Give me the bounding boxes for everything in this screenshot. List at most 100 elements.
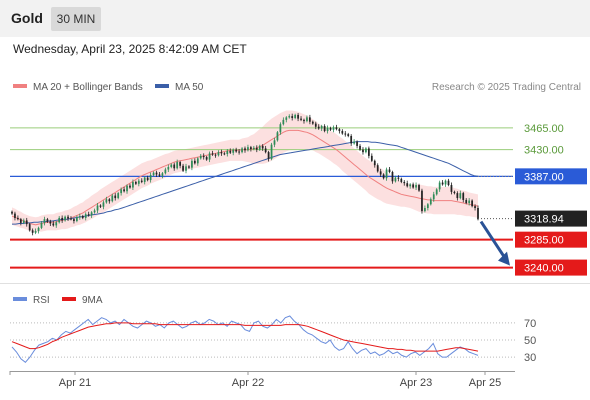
candle [40, 222, 43, 228]
candle [276, 132, 279, 141]
candle [412, 184, 414, 188]
candle [238, 151, 240, 153]
candle [406, 183, 409, 187]
level-label-3387.00: 3387.00 [524, 171, 564, 183]
candle [55, 222, 58, 226]
candle [96, 205, 99, 211]
candle [247, 147, 249, 151]
rsi-line [11, 315, 479, 363]
level-tag-3240.00 [515, 259, 587, 276]
candle [73, 219, 75, 222]
candle [114, 195, 117, 199]
candle [370, 155, 373, 161]
candle [300, 118, 302, 120]
candle [362, 149, 364, 153]
rsi-legend-swatch [13, 297, 27, 301]
candle [217, 152, 220, 156]
candle [14, 213, 16, 218]
candle [400, 178, 403, 182]
candle [294, 114, 297, 118]
x-axis: Apr 21 Apr 22 Apr 23 Apr 25 [9, 371, 515, 389]
candle [311, 121, 314, 124]
candle [477, 208, 479, 220]
candle [350, 136, 353, 144]
candle [359, 145, 361, 150]
candle [288, 116, 291, 118]
candle [379, 171, 382, 175]
header-bar: Gold 30 MIN [0, 0, 590, 37]
candle [385, 169, 388, 179]
candle [444, 180, 447, 185]
bollinger-legend-swatch [13, 84, 27, 88]
rsi-legend-label: RSI [33, 295, 50, 306]
legend-bollinger: MA 20 + Bollinger Bands [13, 82, 143, 93]
candle [220, 152, 223, 154]
candle [255, 147, 258, 150]
candle [99, 205, 102, 207]
candle [235, 149, 238, 152]
legend-rsi: RSI 9MA [13, 295, 103, 306]
candle [146, 177, 149, 181]
candle [353, 141, 356, 144]
candle [132, 181, 134, 188]
candle [188, 166, 190, 168]
level-label-3465.00: 3465.00 [524, 123, 564, 135]
candle [232, 149, 235, 153]
last-price-tag [515, 210, 587, 227]
candle [229, 150, 232, 153]
candle [105, 199, 108, 203]
candle [31, 230, 34, 233]
candle [155, 172, 158, 175]
candle [426, 204, 429, 208]
candle [152, 172, 155, 176]
x-tick-label: Apr 23 [400, 377, 432, 389]
forecast-arrow-shaft [479, 220, 508, 261]
candle [199, 155, 202, 159]
rsi-tick-70: 70 [524, 318, 536, 330]
candle [67, 216, 69, 219]
candle [367, 148, 370, 156]
ma50-legend-label: MA 50 [175, 82, 204, 93]
candle [453, 191, 456, 194]
last-price-label: 3318.94 [524, 214, 564, 226]
candle [102, 202, 105, 207]
candle [93, 210, 96, 213]
candle [46, 219, 49, 222]
candle [344, 133, 347, 135]
level-label-3285.00: 3285.00 [524, 235, 564, 247]
candle [394, 177, 397, 182]
timeframe-badge[interactable]: 30 MIN [51, 7, 101, 31]
candle [468, 200, 471, 204]
candle [314, 123, 317, 127]
candle [90, 212, 93, 216]
candle [223, 153, 226, 155]
candle [391, 172, 394, 182]
candle [338, 129, 341, 132]
candle [123, 189, 125, 192]
candle [117, 193, 120, 199]
candle [415, 185, 417, 188]
candle [87, 214, 90, 216]
candle [137, 180, 140, 184]
candle [58, 217, 61, 223]
candle [418, 185, 420, 191]
timestamp: Wednesday, April 23, 2025 8:42:09 AM CET [13, 42, 247, 56]
candle [435, 189, 438, 195]
candle [214, 154, 217, 156]
candle [438, 182, 441, 190]
candle [306, 117, 308, 122]
candle [365, 148, 367, 153]
candle [78, 216, 81, 218]
candle [409, 184, 412, 187]
candle [465, 199, 468, 204]
level-tag-3285.00 [515, 231, 587, 248]
candle [161, 173, 164, 176]
candle [332, 127, 335, 130]
candle [450, 185, 453, 192]
candle [244, 148, 246, 151]
candle [261, 145, 264, 149]
candle [129, 185, 131, 188]
candle [447, 180, 450, 186]
candle [303, 119, 305, 122]
candle [388, 169, 391, 172]
